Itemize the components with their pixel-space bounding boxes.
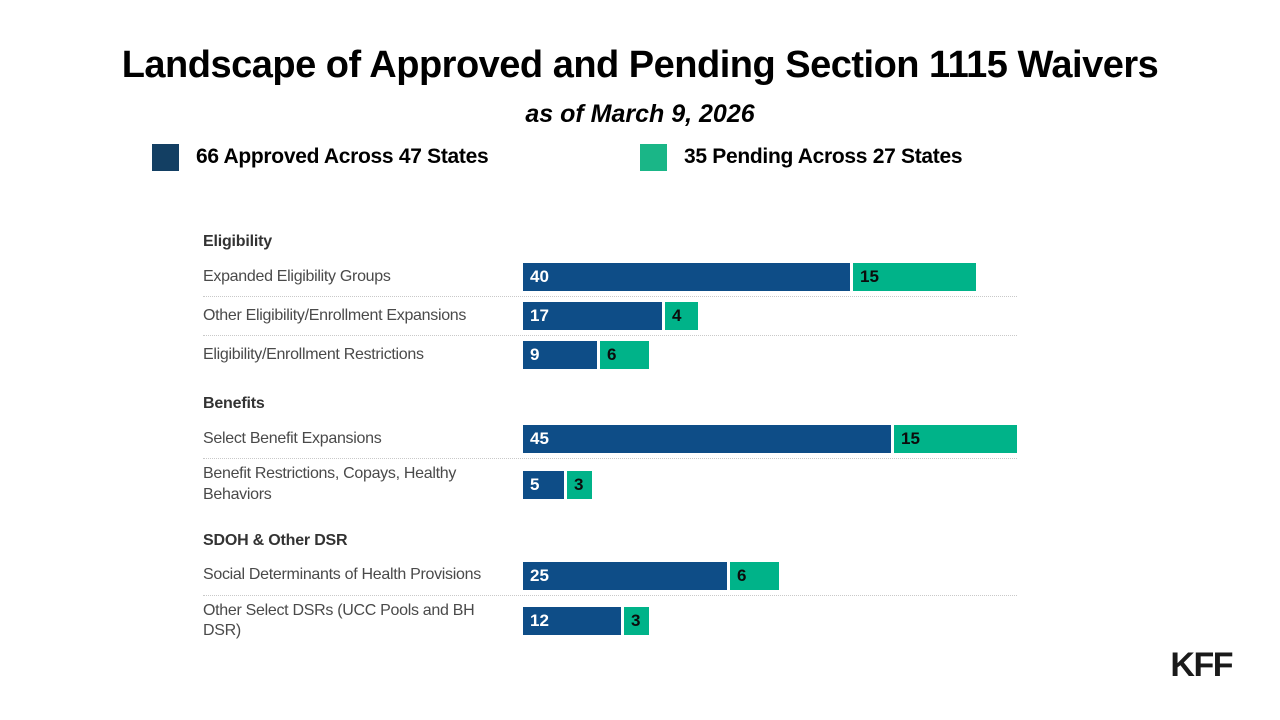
- approved-legend-label: 66 Approved Across 47 States: [196, 145, 489, 168]
- approved-value-label: 40: [530, 267, 549, 286]
- row-label: Benefit Restrictions, Copays, Healthy Be…: [203, 465, 457, 503]
- pending-bar-segment[interactable]: 3: [567, 470, 592, 499]
- pending-value-label: 6: [607, 345, 617, 364]
- legend: 66 Approved Across 47 States 35 Pending …: [0, 143, 1280, 171]
- approved-value-label: 25: [530, 565, 549, 585]
- pending-swatch: [640, 143, 667, 171]
- row-label: Social Determinants of Health Provisions: [203, 566, 481, 584]
- kff-logo: KFF: [1170, 646, 1233, 684]
- bar-track: 12 3: [523, 607, 1017, 636]
- chart-row: Benefit Restrictions, Copays, Healthy Be…: [203, 459, 1017, 511]
- chart-row: Other Select DSRs (UCC Pools and BH DSR)…: [203, 596, 1017, 648]
- approved-bar-segment[interactable]: 5: [523, 470, 564, 499]
- chart-row: Other Eligibility/Enrollment Expansions 1…: [203, 297, 1017, 336]
- group-header: Eligibility: [203, 233, 272, 250]
- approved-bar-segment[interactable]: 45: [523, 425, 891, 453]
- legend-item-pending: 35 Pending Across 27 States: [640, 143, 963, 171]
- row-label: Other Select DSRs (UCC Pools and BH DSR): [203, 601, 475, 640]
- approved-bar-segment[interactable]: 12: [523, 607, 621, 636]
- approved-value-label: 17: [530, 306, 549, 325]
- page-subtitle: as of March 9, 2026: [525, 100, 755, 128]
- bar-track: 40 15: [523, 263, 1017, 291]
- pending-value-label: 4: [672, 306, 682, 325]
- bar-track: 17 4: [523, 302, 1017, 330]
- chart-row: Expanded Eligibility Groups 40 15: [203, 258, 1017, 297]
- pending-bar-segment[interactable]: 15: [853, 263, 976, 291]
- bar-track: 25 6: [523, 561, 1017, 590]
- chart-row: Social Determinants of Health Provisions…: [203, 557, 1017, 596]
- approved-value-label: 12: [530, 611, 549, 631]
- chart-group: SDOH & Other DSR Social Determinants of H…: [203, 531, 1017, 648]
- approved-bar-segment[interactable]: 25: [523, 561, 727, 590]
- pending-value-label: 3: [631, 611, 641, 631]
- pending-legend-label: 35 Pending Across 27 States: [684, 145, 963, 168]
- chart-row: Select Benefit Expansions 45 15: [203, 420, 1017, 459]
- chart-row: Eligibility/Enrollment Restrictions 9 6: [203, 336, 1017, 374]
- pending-bar-segment[interactable]: 3: [624, 607, 649, 636]
- pending-value-label: 15: [860, 267, 879, 286]
- approved-value-label: 45: [530, 429, 549, 448]
- row-label: Select Benefit Expansions: [203, 429, 382, 447]
- page-title: Landscape of Approved and Pending Sectio…: [121, 44, 1159, 86]
- pending-bar-segment[interactable]: 4: [665, 302, 698, 330]
- row-label: Other Eligibility/Enrollment Expansions: [203, 306, 467, 324]
- pending-value-label: 3: [574, 474, 584, 494]
- bar-track: 45 15: [523, 425, 1017, 453]
- group-header: SDOH & Other DSR: [203, 531, 348, 549]
- row-label: Expanded Eligibility Groups: [203, 267, 391, 285]
- pending-bar-segment[interactable]: 15: [894, 425, 1017, 453]
- approved-value-label: 9: [530, 345, 540, 364]
- approved-bar-segment[interactable]: 17: [523, 302, 662, 330]
- legend-item-approved: 66 Approved Across 47 States: [152, 143, 489, 171]
- approved-bar-segment[interactable]: 9: [523, 341, 597, 369]
- chart: Eligibility Expanded Eligibility Groups 40…: [203, 232, 1017, 647]
- approved-value-label: 5: [530, 474, 540, 494]
- pending-bar-segment[interactable]: 6: [730, 561, 779, 590]
- pending-bar-segment[interactable]: 6: [600, 341, 649, 369]
- approved-swatch: [152, 143, 179, 171]
- row-label: Eligibility/Enrollment Restrictions: [203, 345, 424, 363]
- group-header: Benefits: [203, 395, 265, 412]
- approved-bar-segment[interactable]: 40: [523, 263, 850, 291]
- chart-group: Benefits Select Benefit Expansions 45 15 Ben…: [203, 394, 1017, 511]
- pending-value-label: 6: [737, 565, 747, 585]
- chart-group: Eligibility Expanded Eligibility Groups 40…: [203, 232, 1017, 374]
- pending-value-label: 15: [901, 429, 920, 448]
